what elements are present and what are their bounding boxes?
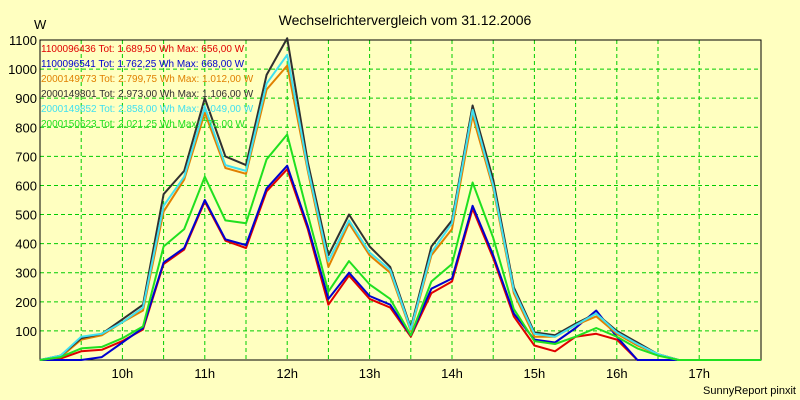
y-tick-label: 200 bbox=[15, 295, 37, 310]
y-tick-label: 300 bbox=[15, 266, 37, 281]
legend-entry-4: 2000149801 Tot: 2.973,00 Wh Max: 1.106,0… bbox=[41, 89, 254, 100]
series-line-5 bbox=[39, 53, 761, 361]
y-tick-label: 900 bbox=[15, 91, 37, 106]
y-tick-label: 700 bbox=[15, 149, 37, 164]
series-lines bbox=[39, 37, 761, 361]
footer-credit: SunnyReport pinxit bbox=[703, 385, 796, 397]
y-axis-label: W bbox=[34, 17, 47, 32]
series-line-2 bbox=[40, 164, 761, 361]
series-line-6 bbox=[39, 133, 761, 361]
x-tick-label: 10h bbox=[112, 366, 134, 381]
y-tick-label: 1000 bbox=[8, 62, 37, 77]
y-tick-label: 100 bbox=[15, 324, 37, 339]
chart-title: Wechselrichtervergleich vom 31.12.2006 bbox=[279, 12, 532, 28]
y-tick-label: 600 bbox=[15, 178, 37, 193]
y-tick-label: 400 bbox=[15, 237, 37, 252]
y-tick-label: 1100 bbox=[9, 33, 37, 48]
x-tick-labels: 10h 11h 12h 13h 14h 15h 16h 17h bbox=[112, 366, 711, 381]
x-tick-label: 12h bbox=[276, 366, 298, 381]
y-tick-label: 800 bbox=[15, 120, 37, 135]
legend-entry-2: 1100096541 Tot: 1.762,25 Wh Max: 668,00 … bbox=[41, 59, 245, 70]
y-tick-labels: 100 200 300 400 500 600 700 800 900 1000 1100 bbox=[8, 33, 37, 339]
legend: 1100096436 Tot: 1.689,50 Wh Max: 656,00 … bbox=[41, 44, 254, 130]
legend-entry-3: 2000149773 Tot: 2.799,75 Wh Max: 1.012,0… bbox=[41, 74, 254, 85]
x-tick-label: 14h bbox=[441, 366, 463, 381]
y-tick-label: 500 bbox=[15, 208, 37, 223]
x-tick-label: 15h bbox=[524, 366, 546, 381]
plot-frame bbox=[39, 39, 762, 361]
legend-entry-1: 1100096436 Tot: 1.689,50 Wh Max: 656,00 … bbox=[41, 44, 245, 55]
x-tick-label: 16h bbox=[606, 366, 628, 381]
legend-entry-5: 2000149852 Tot: 2.858,00 Wh Max: 1.049,0… bbox=[41, 104, 254, 115]
x-tick-label: 17h bbox=[688, 366, 710, 381]
x-tick-label: 11h bbox=[194, 366, 215, 381]
x-tick-label: 13h bbox=[359, 366, 381, 381]
legend-entry-6: 2000150623 Tot: 2.021,25 Wh Max: 775,00 … bbox=[41, 119, 245, 130]
